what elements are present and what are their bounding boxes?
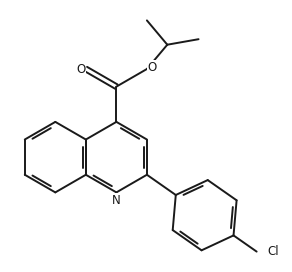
Text: Cl: Cl <box>267 245 279 258</box>
Text: O: O <box>147 61 157 74</box>
Text: O: O <box>76 63 85 76</box>
Text: N: N <box>112 194 121 207</box>
